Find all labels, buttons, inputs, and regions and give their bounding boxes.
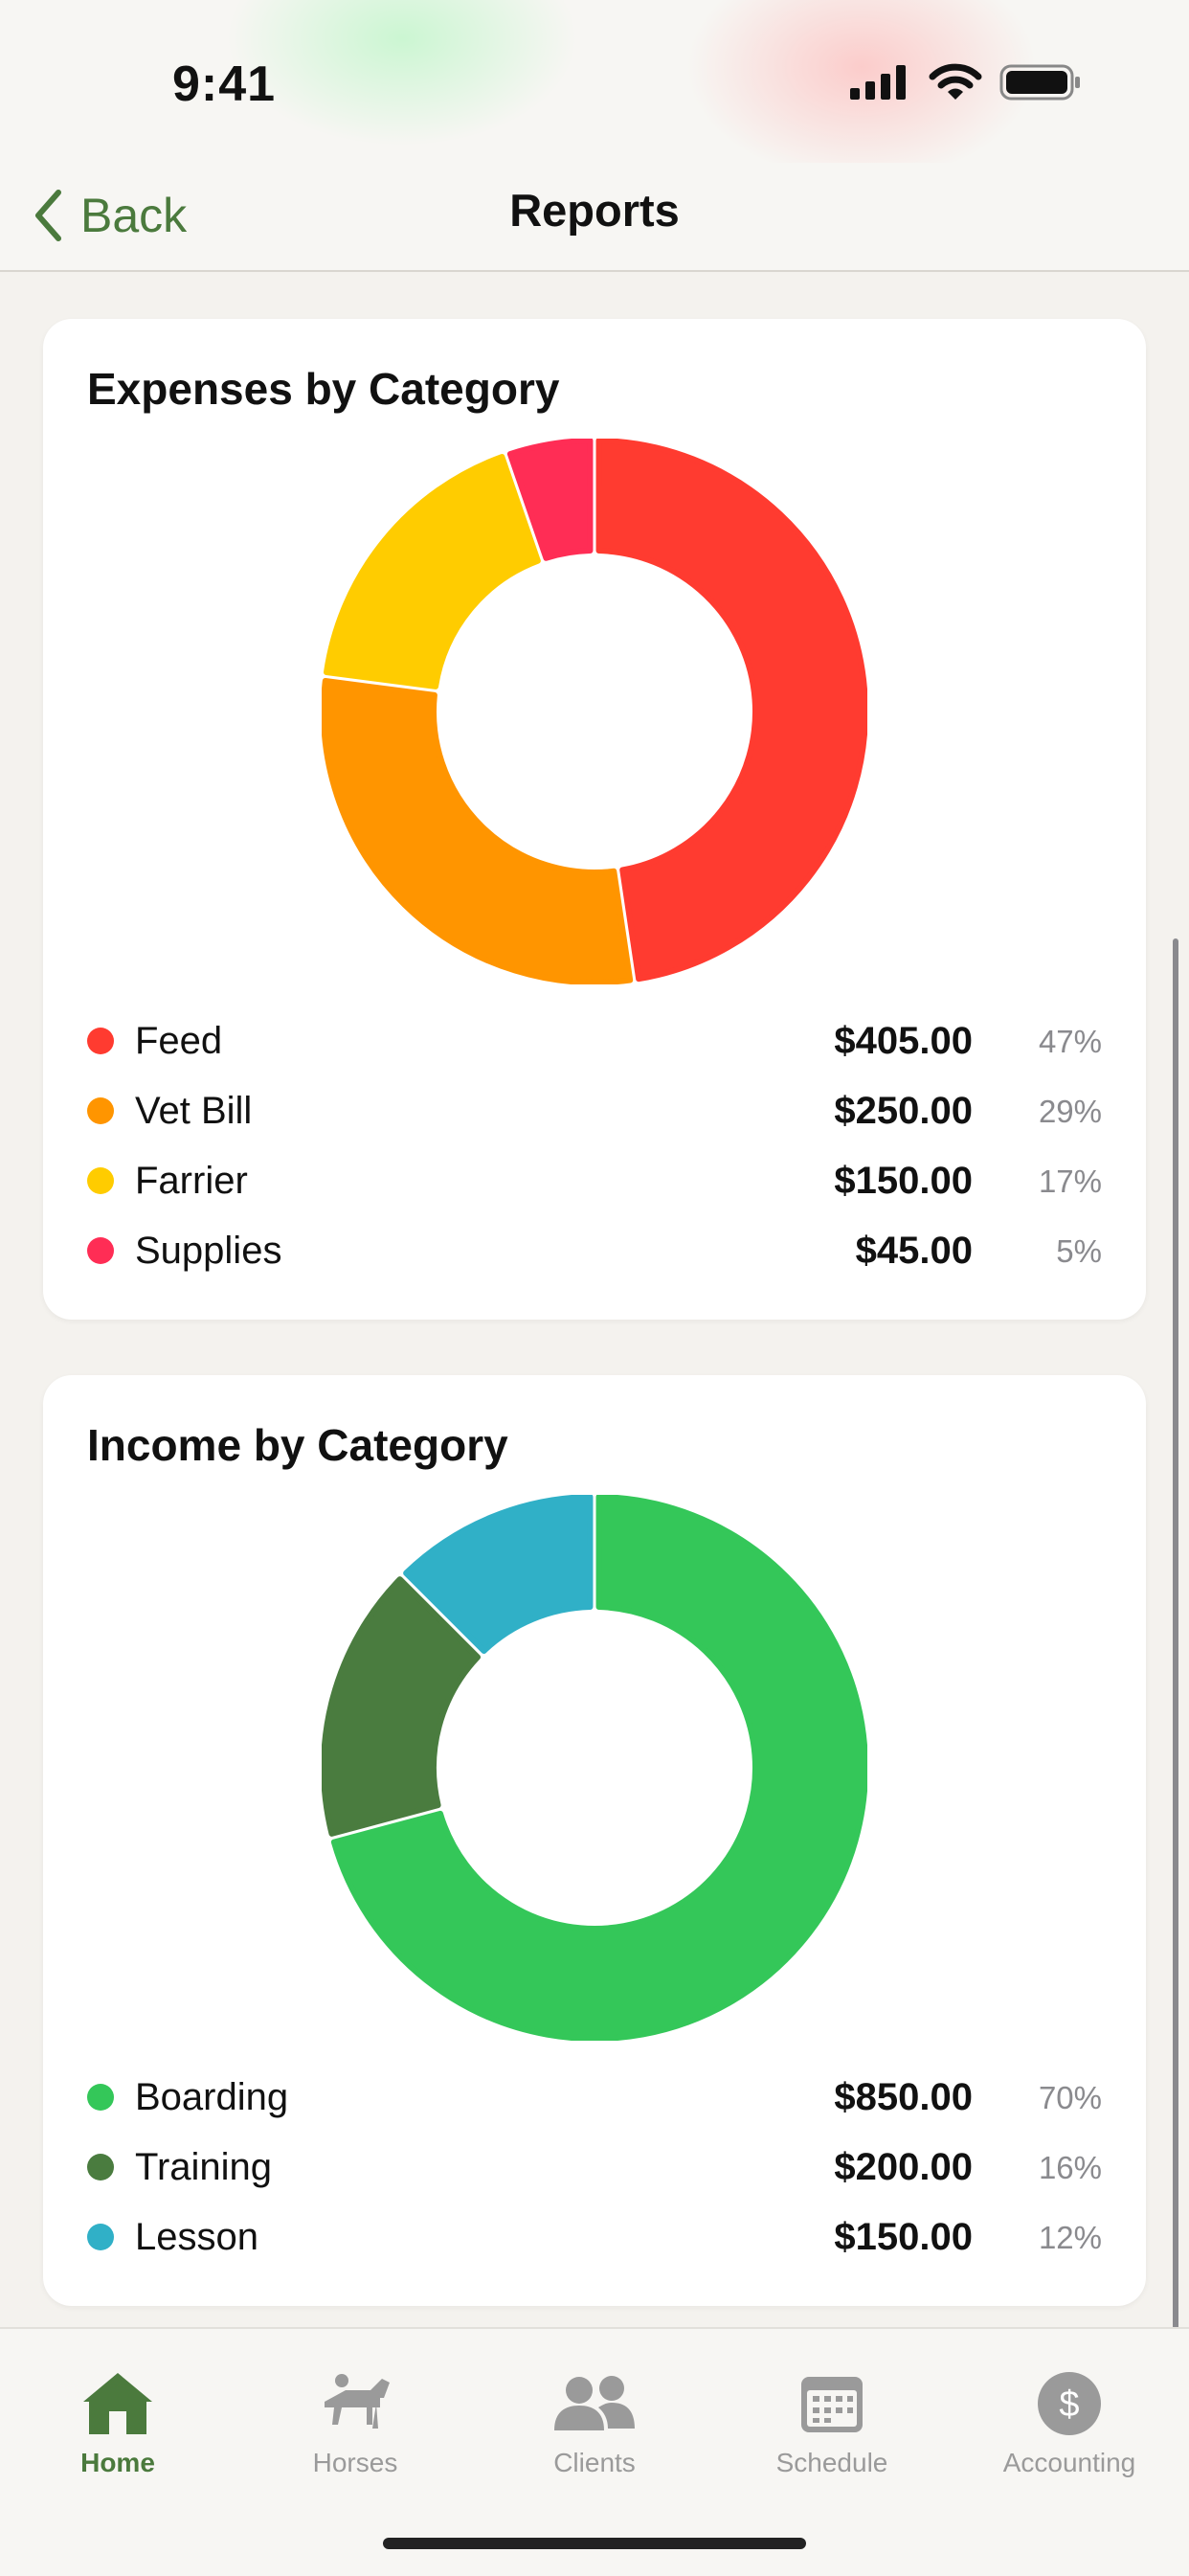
- legend-label: Farrier: [135, 1160, 248, 1202]
- legend-label: Vet Bill: [135, 1090, 253, 1132]
- expenses-slice-supplies: [506, 439, 594, 561]
- legend-percent: 16%: [1038, 2150, 1102, 2185]
- legend-color-dot: [87, 1028, 114, 1054]
- legend-percent: 29%: [1038, 1094, 1102, 1129]
- svg-text:$: $: [1059, 2384, 1079, 2425]
- legend-color-dot: [87, 2224, 114, 2250]
- tab-accounting[interactable]: $ Accounting: [964, 2365, 1175, 2478]
- legend-color-dot: [87, 1097, 114, 1124]
- legend-color-dot: [87, 2154, 114, 2181]
- horse-icon: [325, 2374, 390, 2429]
- battery-icon: [999, 64, 1080, 101]
- people-icon: [554, 2376, 635, 2430]
- legend-amount: $405.00: [834, 1020, 973, 1062]
- wifi-icon: [929, 63, 982, 100]
- status-icons: [850, 63, 1082, 102]
- legend-row: Vet Bill $250.00 29%: [87, 1080, 1102, 1150]
- expenses-slice-feed: [595, 439, 867, 983]
- legend-percent: 17%: [1038, 1164, 1102, 1199]
- home-icon: [83, 2373, 152, 2434]
- legend-label: Supplies: [135, 1230, 282, 1272]
- tab-home[interactable]: Home: [12, 2365, 223, 2478]
- dollar-icon: $: [1038, 2372, 1101, 2435]
- income-slice-lesson: [403, 1495, 594, 1655]
- legend-row: Feed $405.00 47%: [87, 1010, 1102, 1080]
- tab-accounting-label: Accounting: [1002, 2448, 1136, 2477]
- income-donut-chart: [322, 1495, 867, 2041]
- navigation-bar: Back Reports: [0, 163, 1189, 272]
- legend-label: Boarding: [135, 2076, 289, 2118]
- legend-row: Supplies $45.00 5%: [87, 1220, 1102, 1290]
- income-legend: Boarding $850.00 70% Training $200.00 16% Less…: [87, 2067, 1102, 2276]
- income-slice-training: [322, 1576, 482, 1837]
- legend-amount: $200.00: [834, 2146, 973, 2188]
- tab-schedule-label: Schedule: [775, 2448, 888, 2477]
- income-slice-boarding: [330, 1495, 867, 2041]
- back-button-label: Back: [80, 189, 188, 242]
- legend-row: Farrier $150.00 17%: [87, 1150, 1102, 1220]
- status-bar: 9:41: [0, 0, 1189, 163]
- tab-horses[interactable]: Horses: [250, 2365, 460, 2478]
- tab-clients[interactable]: Clients: [489, 2365, 700, 2478]
- expenses-card: Expenses by Category Feed $405.00 47% Vet B…: [43, 319, 1146, 1320]
- legend-color-dot: [87, 1167, 114, 1194]
- legend-row: Training $200.00 16%: [87, 2136, 1102, 2206]
- page-title: Reports: [509, 185, 680, 236]
- legend-color-dot: [87, 1237, 114, 1264]
- legend-label: Lesson: [135, 2216, 258, 2258]
- expenses-card-title: Expenses by Category: [87, 364, 560, 414]
- expenses-donut-chart: [322, 439, 867, 984]
- income-card-title: Income by Category: [87, 1420, 508, 1470]
- legend-amount: $150.00: [834, 2216, 973, 2258]
- legend-label: Feed: [135, 1020, 223, 1062]
- legend-label: Training: [135, 2146, 273, 2188]
- expenses-slice-vet-bill: [322, 677, 634, 984]
- legend-row: Lesson $150.00 12%: [87, 2206, 1102, 2276]
- legend-percent: 47%: [1038, 1024, 1102, 1059]
- expenses-slice-farrier: [323, 454, 541, 689]
- legend-color-dot: [87, 2084, 114, 2111]
- chevron-left-icon: [35, 190, 61, 241]
- legend-percent: 70%: [1038, 2080, 1102, 2115]
- tab-schedule[interactable]: Schedule: [727, 2365, 937, 2478]
- scroll-indicator[interactable]: [1173, 938, 1178, 2346]
- tab-home-label: Home: [80, 2448, 155, 2477]
- tab-clients-label: Clients: [553, 2448, 636, 2477]
- tab-bar: Home Horses Clients: [0, 2327, 1189, 2576]
- expenses-legend: Feed $405.00 47% Vet Bill $250.00 29% Farrier $…: [87, 1010, 1102, 1290]
- income-card: Income by Category Boarding $850.00 70% Tra…: [43, 1375, 1146, 2306]
- legend-amount: $850.00: [834, 2076, 973, 2118]
- legend-amount: $45.00: [855, 1230, 973, 1272]
- calendar-icon: [801, 2377, 863, 2432]
- back-button[interactable]: Back: [33, 182, 187, 249]
- cellular-signal-icon: [850, 65, 906, 100]
- status-time: 9:41: [172, 56, 277, 112]
- legend-percent: 12%: [1038, 2220, 1102, 2255]
- legend-amount: $250.00: [834, 1090, 973, 1132]
- home-indicator: [383, 2538, 806, 2549]
- legend-amount: $150.00: [834, 1160, 973, 1202]
- tab-horses-label: Horses: [312, 2448, 398, 2477]
- legend-row: Boarding $850.00 70%: [87, 2067, 1102, 2136]
- legend-percent: 5%: [1056, 1233, 1102, 1269]
